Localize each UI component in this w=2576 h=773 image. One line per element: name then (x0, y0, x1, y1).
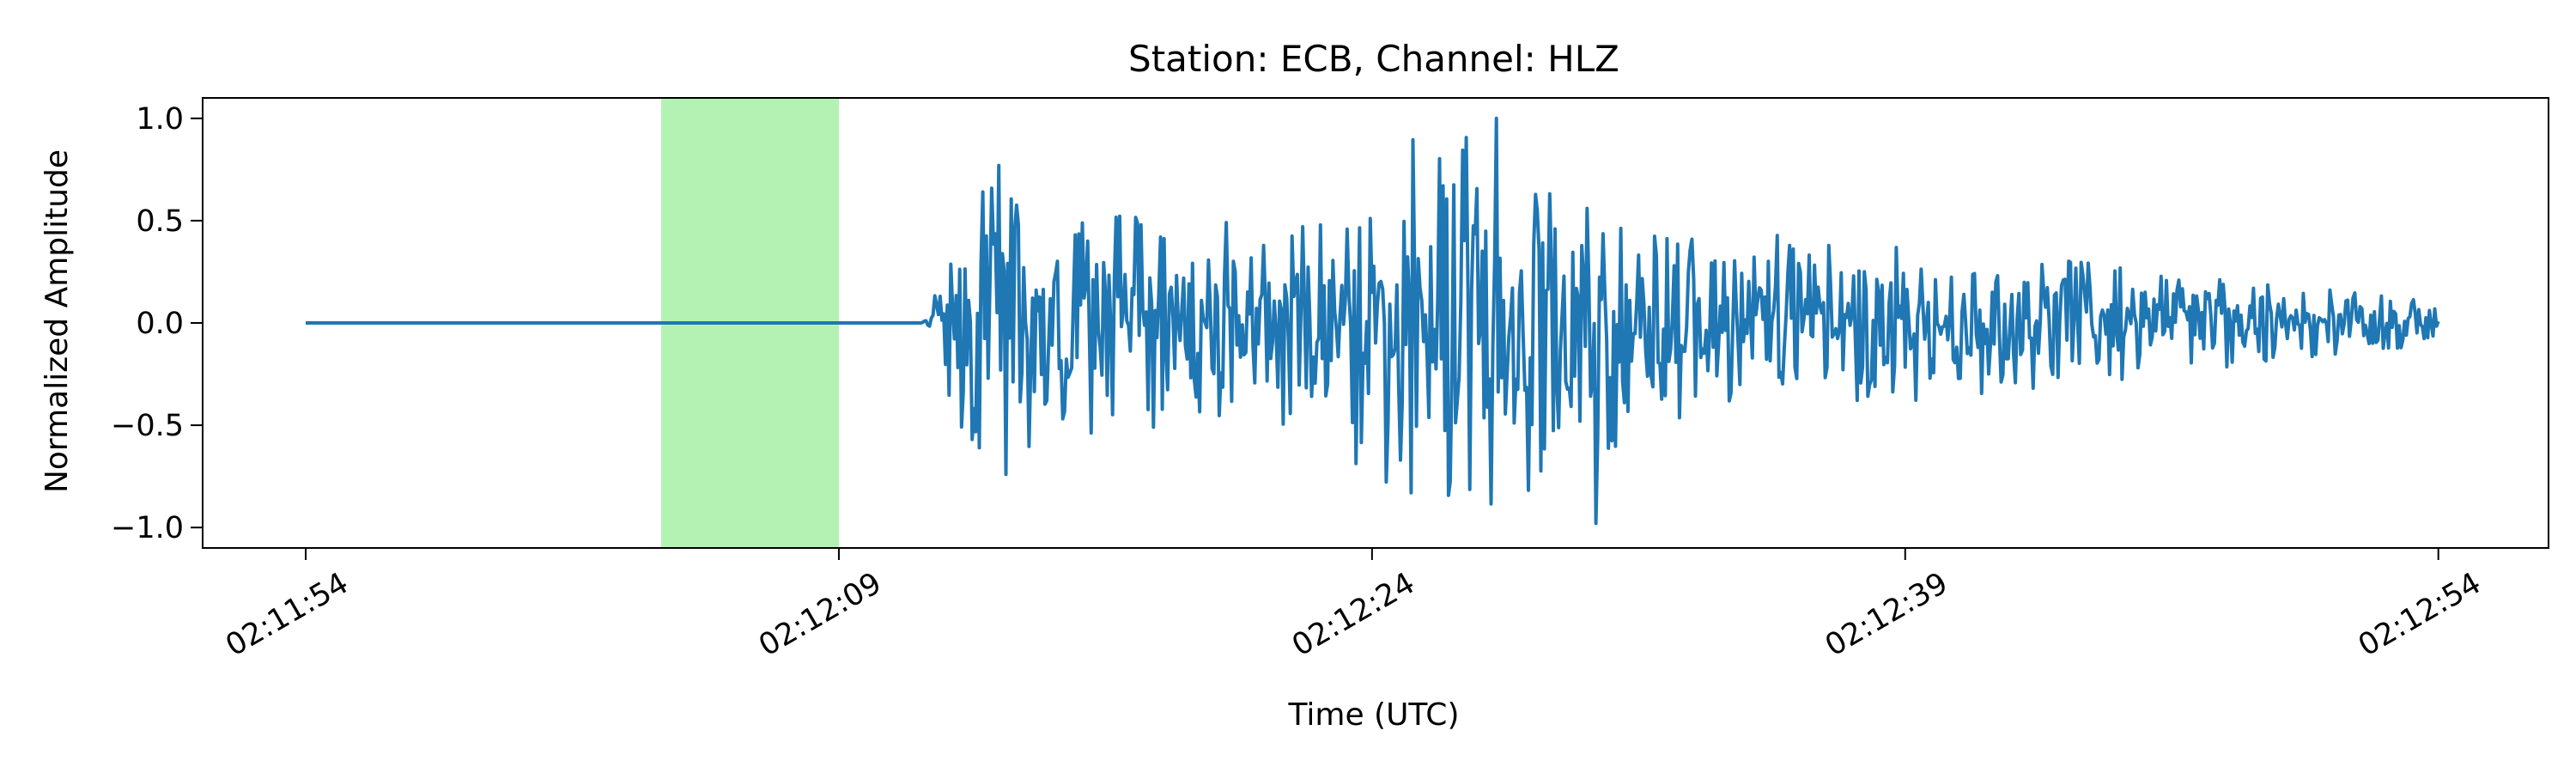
y-tick-label: −0.5 (111, 409, 184, 443)
x-axis-label: Time (UTC) (1287, 697, 1459, 733)
y-tick-label: −1.0 (111, 511, 184, 545)
plot-area (306, 116, 2440, 526)
y-axis-label: Normalized Amplitude (39, 149, 75, 493)
chart-title: Station: ECB, Channel: HLZ (1128, 38, 1619, 80)
waveform-line (306, 116, 2440, 526)
y-tick-label: 0.5 (136, 204, 184, 239)
y-tick-label: 0.0 (136, 307, 184, 341)
y-tick-label: 1.0 (136, 102, 184, 137)
y-axis: 1.0 0.5 0.0 −0.5 −1.0 (111, 102, 203, 545)
